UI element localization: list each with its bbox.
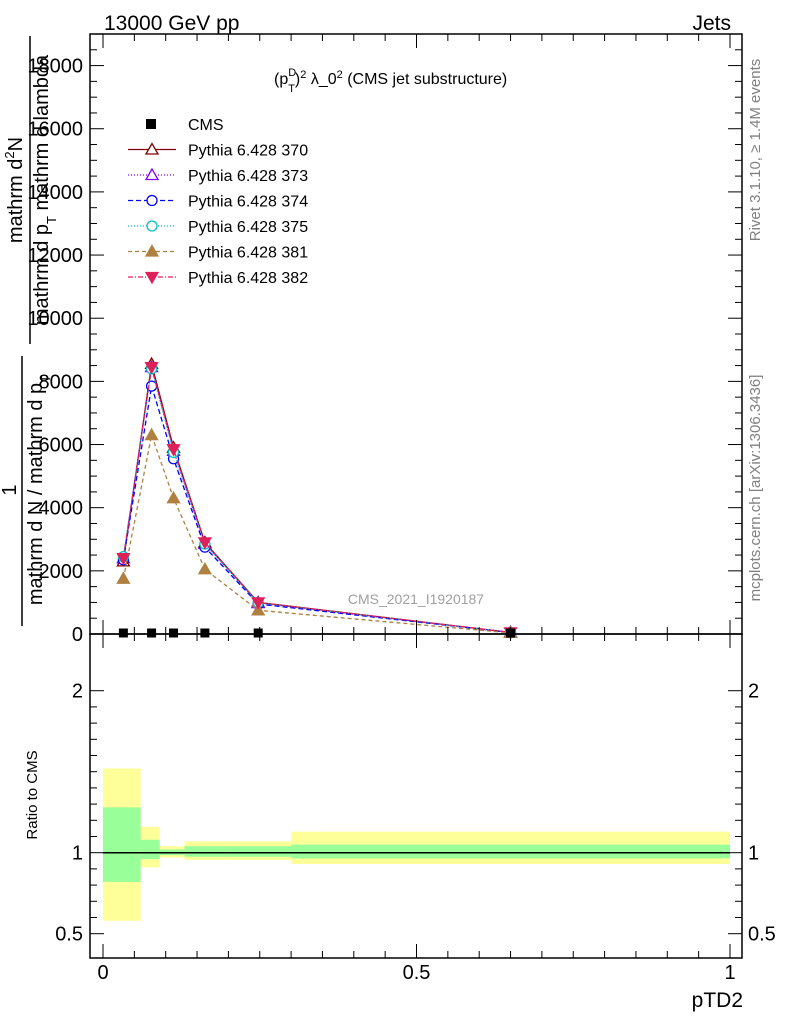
analysis-watermark: CMS_2021_I1920187 [348,591,484,607]
ratio-inner-band-3 [184,846,229,857]
legend-marker-3 [146,220,158,232]
legend-label-2: Pythia 6.428 374 [188,194,308,211]
ratio-y-tick-label-0: 0.5 [55,924,83,946]
series-line-4 [122,432,511,634]
main-plot-series [116,356,518,640]
legend-marker-1 [144,167,160,181]
legend-cms-label: CMS [188,117,224,134]
legend-label-4: Pythia 6.428 381 [188,245,308,262]
cms-data-points [118,628,516,638]
ratio-y-tick-label-right-1: 1 [748,843,759,865]
mcplots-label: mcplots.cern.ch [arXiv:1306.3436] [747,375,764,602]
series-line-3 [122,368,511,634]
x-tick-label-1: 0.5 [403,962,431,984]
cms-data-point-1 [147,628,157,638]
legend-marker-0 [144,142,160,155]
legend-label-1: Pythia 6.428 373 [188,168,308,185]
legend-label-0: Pythia 6.428 370 [188,143,308,160]
ratio-y-tick-label-right-0: 0.5 [748,924,776,946]
ratio-y-axis-label: Ratio to CMS [24,750,41,839]
x-tick-label-2: 1 [724,962,735,984]
legend-label-5: Pythia 6.428 382 [188,270,308,287]
legend-marker-2 [146,194,158,207]
cms-data-point-0 [118,628,128,638]
legend-cms-marker [146,119,156,129]
main-y-tick-label-2: 4000 [39,498,84,520]
main-y-tick-label-9: 18000 [27,56,83,78]
ylabel-one: 1 [0,484,21,495]
main-y-tick-label-1: 2000 [39,561,84,583]
series-line-2 [122,385,511,634]
series-5-point-1 [144,362,159,375]
main-y-tick-label-3: 6000 [39,435,84,457]
main-y-tick-label-8: 16000 [27,119,83,141]
series-4-point-3 [197,561,213,575]
ratio-inner-band-5 [291,844,730,859]
x-tick-label-0: 0 [97,962,108,984]
main-y-tick-label-4: 8000 [39,371,84,393]
rivet-version-label: Rivet 3.1.10, ≥ 1.4M events [747,59,764,242]
cms-data-point-4 [253,628,263,638]
series-5-point-3 [197,537,213,550]
ylabel-denominator-bottom: mathrm d N / mathrm d pT [25,375,53,605]
header-left: 13000 GeV pp [104,12,239,35]
cms-data-point-2 [169,628,179,638]
plot-axes: 0 2000 4000 6000 8000 10000 12000 14000 16000 180… [27,33,776,984]
plot-title: (pD T)2 λ_02 (CMS jet substructure) [274,67,507,95]
ratio-inner-band-0 [103,807,141,882]
series-5-point-4 [251,597,266,610]
ratio-inner-band-4 [228,846,292,857]
legend-marker-4 [144,244,160,257]
header-right: Jets [692,12,731,35]
ratio-uncertainty-bands [103,768,730,921]
legend: CMS Pythia 6.428 370 Pythia 6.428 373 Pythi… [128,117,308,287]
main-y-axis-label: mathrm d2N mathrm d pT mathrm d lambda 1… [0,36,59,626]
ylabel-numerator-top: mathrm d2N [2,137,27,243]
main-y-tick-label-6: 12000 [27,245,83,267]
series-4-point-0 [116,571,131,584]
main-y-tick-label-5: 10000 [27,308,83,330]
ratio-y-tick-label-right-2: 2 [748,681,759,703]
series-5-point-2 [166,444,181,457]
cms-data-point-3 [200,628,210,638]
ratio-inner-band-1 [140,839,160,860]
ratio-y-tick-label-2: 2 [72,681,83,703]
ylabel-denominator-top: mathrm d pT mathrm d lambda [31,54,59,325]
series-4-point-1 [144,427,159,441]
ratio-y-tick-label-1: 1 [72,843,83,865]
x-axis-label: pTD2 [692,989,743,1012]
legend-label-3: Pythia 6.428 375 [188,219,308,236]
main-y-tick-label-7: 14000 [27,182,83,204]
ratio-plot-frame [89,633,743,959]
main-y-tick-label-0: 0 [72,624,83,646]
series-5-point-0 [116,553,131,566]
series-line-5 [122,366,511,634]
legend-marker-5 [144,271,160,285]
series-4-point-2 [166,490,181,504]
